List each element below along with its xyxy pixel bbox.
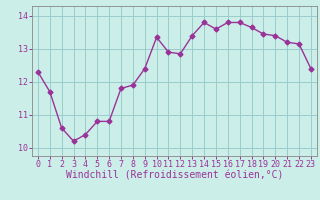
- X-axis label: Windchill (Refroidissement éolien,°C): Windchill (Refroidissement éolien,°C): [66, 171, 283, 181]
